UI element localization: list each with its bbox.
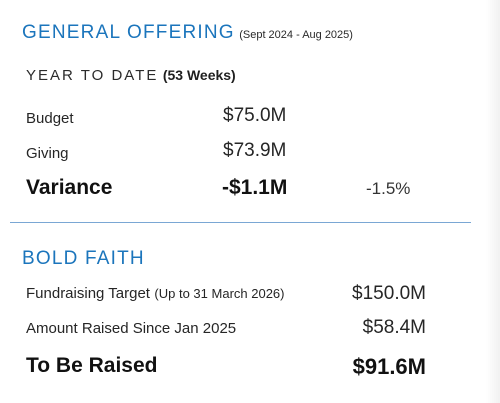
- to-be-raised-label: To Be Raised: [26, 354, 158, 377]
- card-edge-shadow: [486, 0, 500, 403]
- ytd-heading: YEAR TO DATE (53 Weeks): [26, 67, 236, 85]
- ytd-label: YEAR TO DATE: [26, 67, 159, 84]
- giving-value: $73.9M: [223, 140, 287, 161]
- bold-faith-title: BOLD FAITH: [22, 248, 145, 269]
- budget-value: $75.0M: [223, 105, 287, 126]
- general-offering-period: (Sept 2024 - Aug 2025): [239, 29, 353, 41]
- to-be-raised-value: $91.6M: [352, 354, 426, 379]
- budget-label: Budget: [26, 110, 74, 127]
- ytd-weeks: (53 Weeks): [162, 67, 236, 83]
- fundraising-target-note: (Up to 31 March 2026): [154, 286, 285, 301]
- fundraising-target-row: Fundraising Target (Up to 31 March 2026): [26, 285, 285, 303]
- fundraising-target-value: $150.0M: [352, 283, 426, 304]
- variance-label: Variance: [26, 176, 113, 199]
- variance-value: -$1.1M: [222, 176, 288, 199]
- section-divider: [10, 222, 471, 223]
- amount-raised-label: Amount Raised Since Jan 2025: [26, 320, 237, 337]
- giving-label: Giving: [26, 145, 69, 162]
- amount-raised-value: $58.4M: [362, 317, 426, 338]
- variance-percent: -1.5%: [366, 179, 411, 198]
- fundraising-target-label: Fundraising Target: [26, 285, 150, 302]
- general-offering-title: GENERAL OFFERING: [22, 22, 235, 43]
- general-offering-heading: GENERAL OFFERING (Sept 2024 - Aug 2025): [22, 22, 353, 44]
